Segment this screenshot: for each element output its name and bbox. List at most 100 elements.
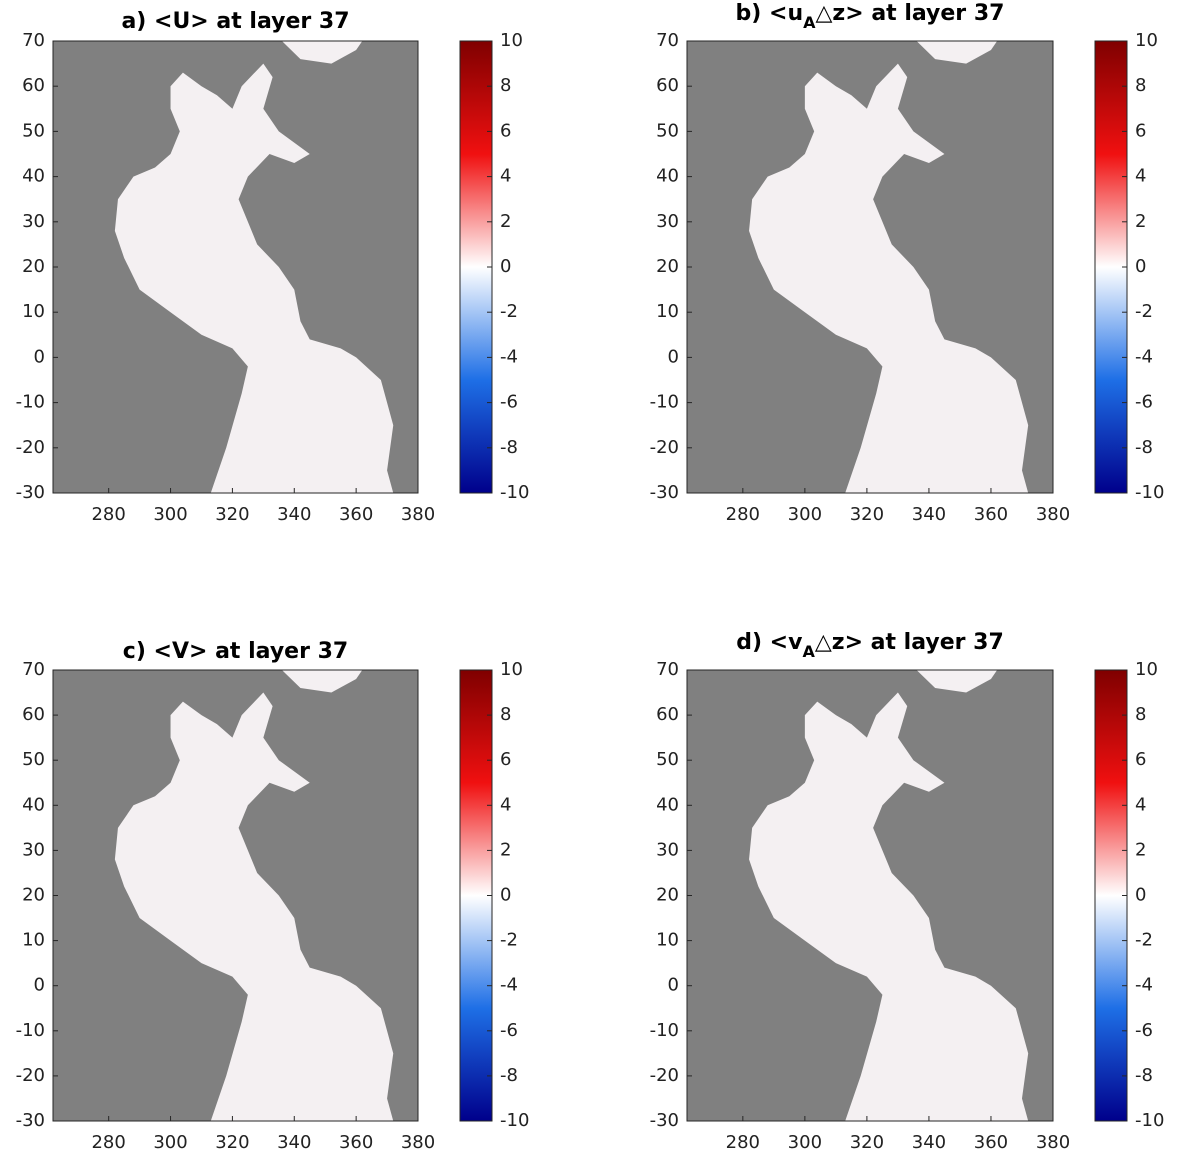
colorbar-tick-label: 2: [500, 839, 511, 860]
colorbar-tick-label: -8: [1135, 437, 1153, 458]
y-tick-label: 0: [668, 975, 679, 996]
colorbar-tick-label: 4: [500, 166, 511, 187]
colorbar-tick-label: -4: [1135, 975, 1153, 996]
y-tick-label: 30: [22, 839, 45, 860]
title-subscript: A: [802, 642, 815, 661]
colorbar-tick-label: 2: [500, 211, 511, 232]
x-tick-label: 340: [912, 1132, 946, 1153]
y-tick-label: -10: [650, 1020, 679, 1041]
x-tick-label: 300: [153, 1132, 187, 1153]
colorbar-tick-label: 8: [500, 75, 511, 96]
x-tick-label: 280: [726, 504, 760, 525]
y-tick-label: -10: [650, 392, 679, 413]
y-tick-label: 50: [656, 120, 679, 141]
colorbar-tick-label: 4: [1135, 794, 1146, 815]
colorbar-tick-label: 2: [1135, 211, 1146, 232]
colorbar: [1094, 669, 1128, 1122]
y-tick-label: -30: [650, 482, 679, 503]
y-tick-label: 20: [656, 885, 679, 906]
colorbar-tick-label: -2: [500, 930, 518, 951]
colorbar-tick-label: -4: [500, 346, 518, 367]
y-tick-label: -10: [16, 1020, 45, 1041]
y-tick-label: -30: [650, 1110, 679, 1131]
ocean-basin: [749, 63, 1029, 493]
y-tick-label: 60: [656, 704, 679, 725]
y-tick-label: -20: [650, 1065, 679, 1086]
y-tick-label: 60: [22, 75, 45, 96]
colorbar-tick-label: 10: [500, 30, 523, 51]
colorbar-tick-label: -6: [1135, 392, 1153, 413]
chart-title: d) <vA△z> at layer 37: [736, 630, 1004, 661]
x-tick-label: 360: [339, 504, 373, 525]
colorbar-tick-label: -8: [500, 437, 518, 458]
chart-title: b) <uA△z> at layer 37: [736, 1, 1005, 32]
y-tick-label: -30: [16, 1110, 45, 1131]
colorbar-tick-label: 6: [1135, 749, 1146, 770]
y-tick-label: 50: [22, 749, 45, 770]
colorbar-tick-label: 0: [500, 885, 511, 906]
x-tick-label: 280: [91, 504, 125, 525]
ocean-basin: [749, 692, 1029, 1121]
colorbar-tick-label: -2: [500, 301, 518, 322]
colorbar-tick-label: -4: [1135, 346, 1153, 367]
y-tick-label: 40: [656, 794, 679, 815]
ocean-basin: [281, 41, 363, 64]
ocean-basin: [916, 41, 998, 64]
colorbar-tick-label: 6: [500, 749, 511, 770]
panel: 280 300 320 340 360 380-30-20-100102030405060…: [16, 9, 530, 525]
y-tick-label: 20: [22, 885, 45, 906]
y-tick-label: 0: [668, 346, 679, 367]
y-tick-label: 70: [656, 30, 679, 51]
colorbar-tick-label: 10: [500, 659, 523, 680]
y-tick-label: 30: [656, 211, 679, 232]
ocean-basin: [114, 63, 394, 493]
colorbar-tick-label: 2: [1135, 839, 1146, 860]
colorbar-tick-label: -4: [500, 975, 518, 996]
y-tick-label: 40: [656, 166, 679, 187]
colorbar-tick-label: 0: [1135, 885, 1146, 906]
colorbar-tick-label: -2: [1135, 301, 1153, 322]
chart-title: c) <V> at layer 37: [123, 639, 348, 664]
title-text: a) <U> at layer 37: [121, 9, 349, 34]
colorbar-tick-label: -6: [500, 392, 518, 413]
colorbar: [459, 40, 493, 494]
colorbar-tick-label: -6: [500, 1020, 518, 1041]
x-tick-label: 380: [1036, 504, 1070, 525]
y-tick-label: 10: [656, 301, 679, 322]
y-tick-label: 70: [656, 659, 679, 680]
y-tick-label: 10: [22, 930, 45, 951]
y-tick-label: -20: [650, 437, 679, 458]
panel: 280 300 320 340 360 380-30-20-100102030405060…: [16, 639, 530, 1153]
x-tick-label: 320: [215, 504, 249, 525]
colorbar-tick-label: -10: [1135, 482, 1164, 503]
panel: 280 300 320 340 360 380-30-20-100102030405060…: [650, 630, 1165, 1153]
colorbar-tick-label: -10: [500, 482, 529, 503]
x-tick-label: 360: [974, 1132, 1008, 1153]
x-tick-label: 380: [1036, 1132, 1070, 1153]
x-tick-label: 340: [912, 504, 946, 525]
chart-title: a) <U> at layer 37: [121, 9, 349, 34]
colorbar-tick-label: -8: [500, 1065, 518, 1086]
colorbar-tick-label: -6: [1135, 1020, 1153, 1041]
x-tick-label: 360: [339, 1132, 373, 1153]
y-tick-label: 40: [22, 166, 45, 187]
ocean-basin: [916, 670, 998, 693]
x-tick-label: 340: [277, 504, 311, 525]
x-tick-label: 360: [974, 504, 1008, 525]
y-tick-label: 20: [656, 256, 679, 277]
colorbar: [1094, 40, 1128, 494]
y-tick-label: -20: [16, 1065, 45, 1086]
y-tick-label: 10: [656, 930, 679, 951]
colorbar-tick-label: 8: [500, 704, 511, 725]
y-tick-label: 10: [22, 301, 45, 322]
y-tick-label: 0: [34, 346, 45, 367]
y-tick-label: -30: [16, 482, 45, 503]
x-tick-label: 280: [91, 1132, 125, 1153]
colorbar-tick-label: 8: [1135, 75, 1146, 96]
title-subscript: A: [803, 13, 816, 32]
ocean-basin: [281, 670, 363, 693]
colorbar-tick-label: 4: [500, 794, 511, 815]
y-tick-label: 20: [22, 256, 45, 277]
colorbar-tick-label: 0: [1135, 256, 1146, 277]
